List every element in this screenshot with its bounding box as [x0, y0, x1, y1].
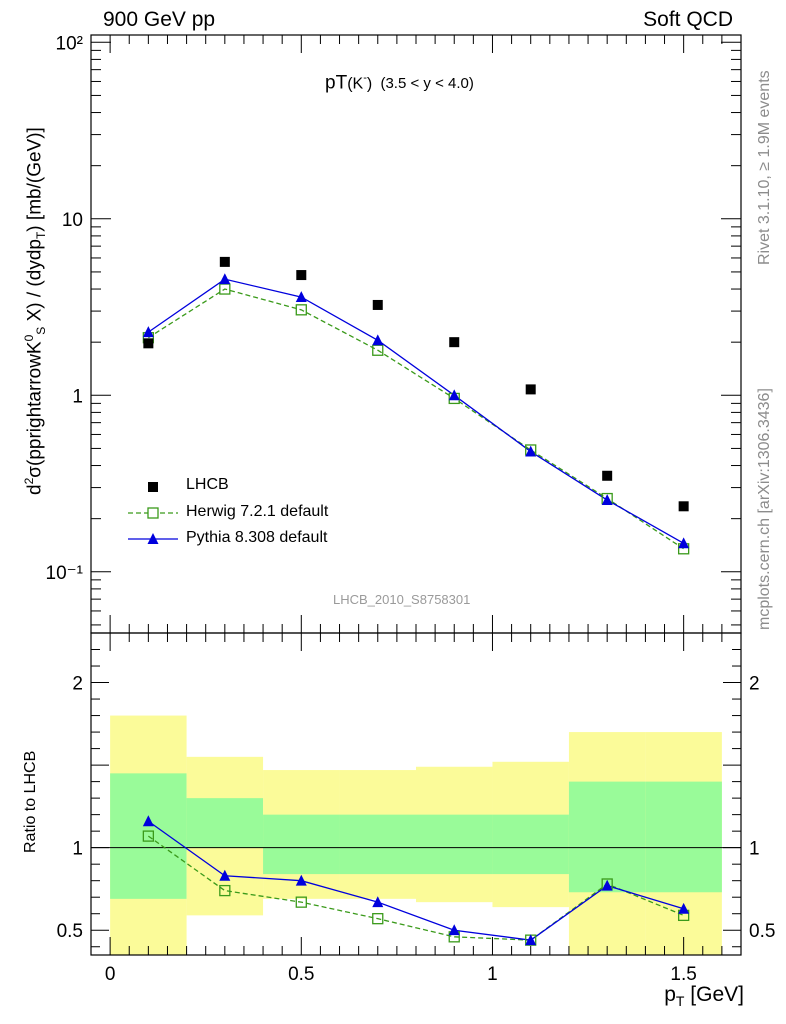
ratio-herwig-point	[219, 884, 231, 897]
legend-mark-lhcb	[148, 482, 158, 492]
x-tick-label: 0	[105, 964, 116, 985]
legend-mark-pythia	[147, 533, 159, 544]
ratio-herwig-point	[372, 913, 384, 925]
header-left: 900 GeV pp	[103, 8, 216, 31]
data-point	[602, 470, 613, 481]
data-point	[449, 337, 460, 348]
ratio-herwig-line	[147, 835, 684, 941]
pythia-point	[295, 291, 307, 303]
pythia-point	[525, 445, 537, 457]
ratio-band-inner	[416, 814, 493, 875]
ratio-pythia-point	[678, 902, 690, 914]
pythia-line	[147, 278, 684, 544]
x-tick-label: 1.5	[670, 964, 696, 985]
herwig-point	[295, 304, 307, 316]
data-point	[296, 270, 307, 281]
pythia-point	[678, 537, 690, 549]
ratio-band-inner	[645, 781, 722, 893]
legend-mark-herwig	[147, 507, 159, 519]
pythia-point	[142, 326, 154, 338]
ratio-band-inner	[186, 798, 264, 848]
data-point	[525, 384, 536, 395]
plot-title-main: pT	[325, 72, 348, 94]
x-tick-label: 1	[487, 964, 498, 985]
plot-title-range: (3.5 < y < 4.0)	[380, 75, 474, 93]
ratio-pythia-point	[448, 924, 460, 936]
plot-title: pT(K-) (3.5 < y < 4.0)	[325, 72, 474, 94]
ratio-pythia-point	[372, 896, 384, 908]
plot-title-particle-sup: -	[363, 72, 367, 84]
ratio-pythia-point	[219, 869, 231, 881]
pythia-point	[601, 494, 613, 505]
ratio-pythia-line	[147, 820, 684, 941]
pythia-point	[219, 273, 231, 285]
herwig-line	[148, 288, 685, 550]
ratio-band-inner	[263, 814, 340, 875]
legend-label-herwig: Herwig 7.2.1 default	[186, 503, 329, 520]
ratio-band-inner	[339, 814, 416, 875]
data-point	[372, 299, 383, 310]
ratio-y-tick-label-right: 0.5	[749, 921, 775, 942]
top-panel-frame	[90, 34, 742, 634]
xlabel: pT [GeV]	[664, 983, 744, 1009]
ratio-pythia-point	[525, 934, 537, 946]
x-tick-label: 0.5	[288, 964, 314, 985]
analysis-tag: LHCB_2010_S8758301	[333, 592, 471, 607]
ratio-y-tick-label-left: 2	[72, 674, 83, 695]
xlabel-sub: T	[675, 993, 685, 1010]
ratio-herwig-point	[142, 830, 155, 842]
ratio-band-inner	[492, 814, 569, 875]
xlabel-main: p	[664, 983, 676, 1006]
plot-title-particle-close: )	[366, 75, 373, 93]
pythia-point	[448, 389, 460, 401]
header-right: Soft QCD	[643, 8, 733, 31]
data-point	[678, 501, 689, 512]
ratio-y-tick-label-left: 1	[72, 839, 83, 860]
y-tick-label: 10²	[56, 33, 83, 54]
ratio-y-tick-label-right: 1	[749, 839, 760, 860]
ratio-pythia-point	[601, 879, 613, 891]
ratio-pythia-point	[142, 815, 154, 827]
y-tick-label: 1	[72, 386, 83, 407]
data-point	[143, 338, 154, 349]
legend-label-pythia: Pythia 8.308 default	[186, 529, 328, 546]
ratio-band-inner	[568, 781, 646, 893]
ratio-y-tick-label-left: 0.5	[57, 921, 83, 942]
y-tick-label: 10	[62, 210, 83, 231]
xlabel-unit: [GeV]	[684, 983, 744, 1006]
ratio-pythia-point	[295, 874, 307, 886]
data-point	[219, 256, 230, 267]
herwig-point	[372, 344, 384, 356]
ratio-y-tick-label-right: 2	[749, 674, 760, 695]
plot-title-particle: (K	[347, 75, 364, 93]
ratio-herwig-point	[295, 896, 307, 908]
y-tick-label: 10⁻¹	[46, 563, 84, 584]
pythia-point	[372, 334, 384, 346]
legend-label-lhcb: LHCB	[186, 476, 229, 493]
